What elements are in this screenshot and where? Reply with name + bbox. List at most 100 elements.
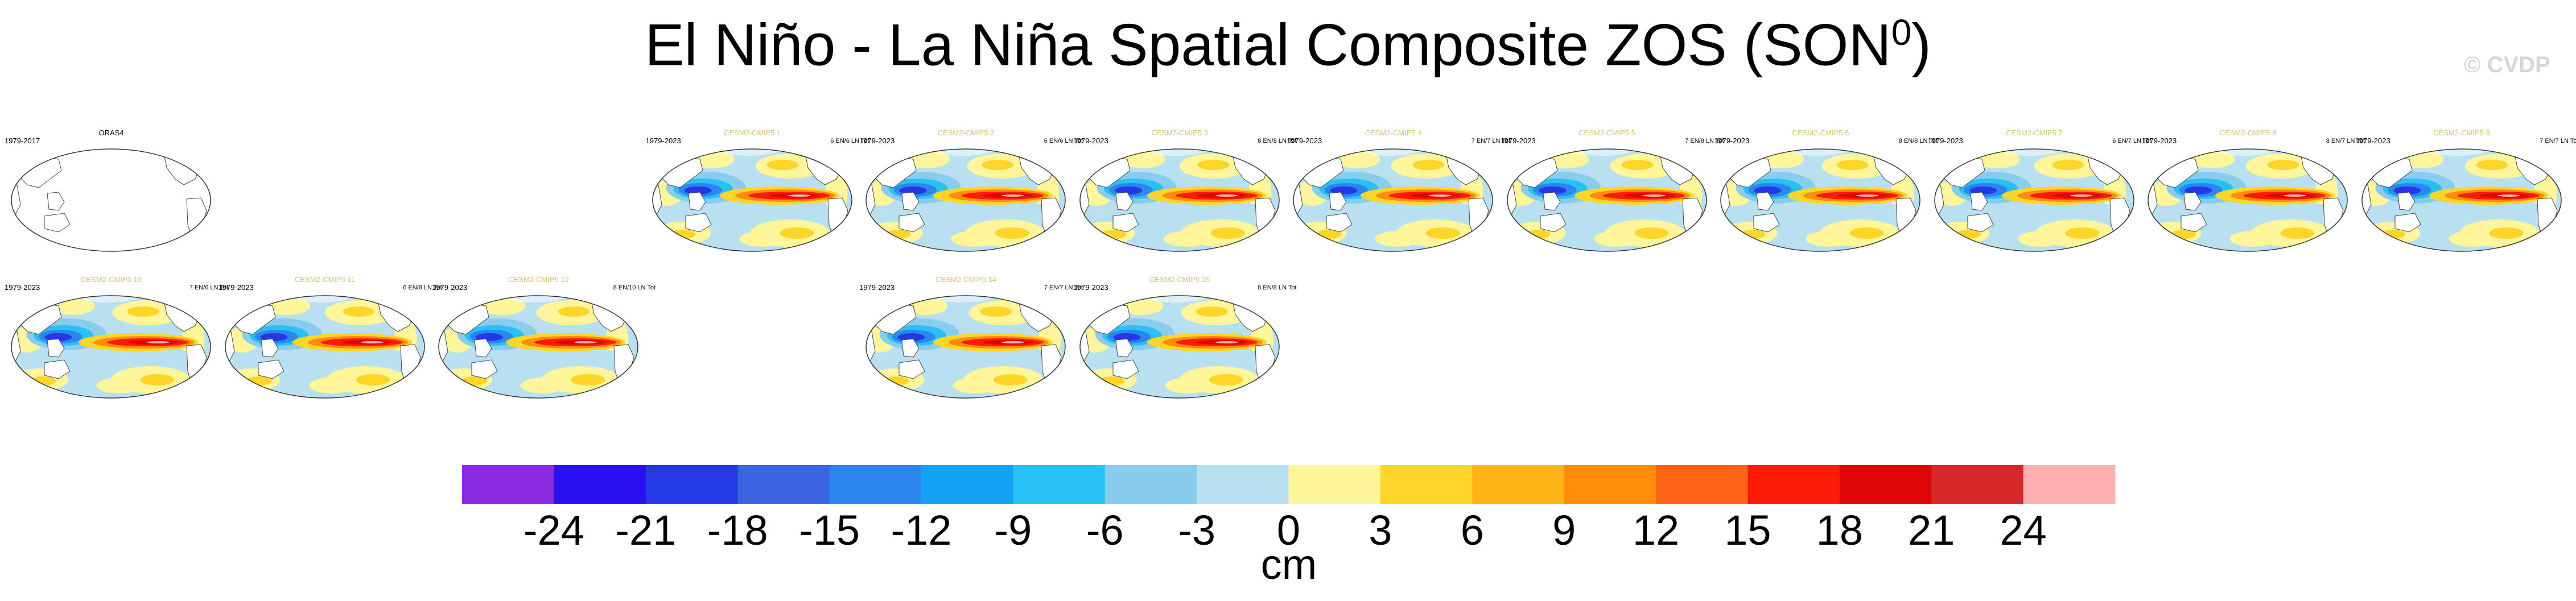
panel-period: 1979-2023 xyxy=(2355,136,2390,145)
colorbar-tick-label: -12 xyxy=(891,507,952,554)
panel-name: CESM2-CMIP5 6 xyxy=(1792,129,1849,137)
colorbar-segment-11 xyxy=(1472,465,1565,504)
colorbar-tick-label: 18 xyxy=(1816,507,1863,554)
map-panel-plot xyxy=(1934,148,2134,252)
colorbar-segment-10 xyxy=(1380,465,1473,504)
map-panel: 1979-2017 ORAS4 xyxy=(5,125,218,264)
colorbar-tick-label: 0 xyxy=(1276,507,1301,554)
colorbar-tick-label: -21 xyxy=(615,507,677,554)
panel-period: 1979-2023 xyxy=(2141,136,2177,145)
panel-event-count: 6 EN/7 LN Tot xyxy=(2112,138,2152,144)
colorbar-tick-label: 24 xyxy=(2000,507,2047,554)
map-panel: 1979-2023 CESM2-CMIP5 5 7 EN/8 LN Tot xyxy=(1500,125,1724,264)
panel-period: 1979-2023 xyxy=(432,283,468,292)
panel-period: 1979-2017 xyxy=(5,136,40,145)
map-panel: 1979-2023 CESM2-CMIP5 12 8 EN/10 LN Tot xyxy=(432,272,656,411)
map-panel-plot xyxy=(652,148,852,252)
map-panel: 1979-2023 CESM2-CMIP5 10 7 EN/6 LN Tot xyxy=(5,272,228,411)
map-panel-plot xyxy=(865,295,1066,399)
map-panel: 1979-2023 CESM2-CMIP5 14 7 EN/7 LN Tot xyxy=(859,272,1083,411)
panel-period: 1979-2023 xyxy=(1500,136,1536,145)
colorbar-segment-17 xyxy=(2023,465,2116,504)
colorbar-segment-13 xyxy=(1656,465,1748,504)
panel-event-count: 7 EN/7 LN Tot xyxy=(2540,138,2576,144)
chart-title: El Niño - La Niña Spatial Composite ZOS … xyxy=(0,11,2576,80)
map-panel-plot xyxy=(224,295,425,399)
chart-title-superscript: 0 xyxy=(1891,12,1912,53)
panel-event-count: 7 EN/7 LN Tot xyxy=(1471,138,1510,144)
colorbar-units: cm xyxy=(1260,541,1317,588)
map-panel: 1979-2023 CESM2-CMIP5 6 8 EN/8 LN Tot xyxy=(1714,125,1938,264)
map-panel: 1979-2023 CESM2-CMIP5 9 7 EN/7 LN Tot xyxy=(2355,125,2576,264)
colorbar-tick-label: 15 xyxy=(1724,507,1771,554)
panel-period: 1979-2023 xyxy=(1073,283,1108,292)
colorbar-segment-9 xyxy=(1288,465,1381,504)
colorbar-segment-2 xyxy=(645,465,738,504)
panel-name: CESM2-CMIP5 4 xyxy=(1365,129,1422,137)
colorbar-tick-label: -9 xyxy=(994,507,1032,554)
colorbar-tick-label: -24 xyxy=(523,507,584,554)
panel-period: 1979-2023 xyxy=(1287,136,1322,145)
colorbar-segment-12 xyxy=(1564,465,1656,504)
map-panel-plot xyxy=(11,148,211,252)
panel-event-count: 7 EN/8 LN Tot xyxy=(1685,138,1724,144)
panel-period: 1979-2023 xyxy=(1927,136,1963,145)
panel-name: CESM2-CMIP5 5 xyxy=(1578,129,1635,137)
panel-name: CESM2-CMIP5 11 xyxy=(295,275,355,284)
panel-name: CESM2-CMIP5 10 xyxy=(81,275,142,284)
panel-name: CESM2-CMIP5 2 xyxy=(937,129,995,137)
colorbar-segment-15 xyxy=(1839,465,1932,504)
panel-event-count: 6 EN/6 LN Tot xyxy=(1044,138,1083,144)
map-panel: 1979-2023 CESM2-CMIP5 2 6 EN/6 LN Tot xyxy=(859,125,1083,264)
colorbar-tick-label: -3 xyxy=(1178,507,1216,554)
colorbar-segment-16 xyxy=(1931,465,2024,504)
panel-event-count: 8 EN/8 LN Tot xyxy=(1898,138,1938,144)
panel-name: CESM2-CMIP5 7 xyxy=(2006,129,2063,137)
panel-name: CESM2-CMIP5 12 xyxy=(508,275,569,284)
colorbar-tick-label: 9 xyxy=(1552,507,1576,554)
colorbar-tick-label: -18 xyxy=(707,507,768,554)
panel-period: 1979-2023 xyxy=(218,283,254,292)
colorbar-segment-0 xyxy=(462,465,554,504)
map-panel-plot xyxy=(11,295,211,399)
panel-name: CESM2-CMIP5 8 xyxy=(2219,129,2277,137)
panel-name: CESM2-CMIP5 3 xyxy=(1151,129,1208,137)
colorbar-segment-7 xyxy=(1104,465,1197,504)
panel-event-count: 6 EN/6 LN Tot xyxy=(830,138,869,144)
map-panel: 1979-2023 CESM2-CMIP5 15 8 EN/8 LN Tot xyxy=(1073,272,1297,411)
colorbar-segment-8 xyxy=(1197,465,1289,504)
map-panel-plot xyxy=(2148,148,2348,252)
panel-name: CESM2-CMIP5 15 xyxy=(1149,275,1210,284)
panel-period: 1979-2023 xyxy=(5,283,40,292)
panel-event-count: 7 EN/7 LN Tot xyxy=(1044,284,1083,291)
panel-event-count: 7 EN/6 LN Tot xyxy=(189,284,228,291)
colorbar-segment-3 xyxy=(737,465,830,504)
map-panel: 1979-2023 CESM2-CMIP5 11 6 EN/8 LN Tot xyxy=(218,272,442,411)
map-panel-plot xyxy=(1079,148,1280,252)
map-panel: 1979-2023 CESM2-CMIP5 1 6 EN/6 LN Tot xyxy=(645,125,869,264)
map-panel-plot xyxy=(1506,148,1707,252)
colorbar-tick-label: 12 xyxy=(1632,507,1680,554)
panel-name: ORAS4 xyxy=(98,129,124,137)
colorbar-tick-label: -6 xyxy=(1086,507,1124,554)
cvdp-watermark: © CVDP xyxy=(2464,52,2550,77)
chart-title-close: ) xyxy=(1911,12,1931,78)
colorbar-segment-4 xyxy=(829,465,922,504)
panel-event-count: 8 EN/10 LN Tot xyxy=(613,284,656,291)
map-panel: 1979-2023 CESM2-CMIP5 7 6 EN/7 LN Tot xyxy=(1927,125,2152,264)
colorbar-segment-6 xyxy=(1013,465,1106,504)
panel-period: 1979-2023 xyxy=(645,136,681,145)
colorbar-tick-label: 3 xyxy=(1369,507,1392,554)
map-panel: 1979-2023 CESM2-CMIP5 3 8 EN/8 LN Tot xyxy=(1073,125,1297,264)
panel-event-count: 8 EN/8 LN Tot xyxy=(1258,138,1297,144)
panel-event-count: 8 EN/8 LN Tot xyxy=(1258,284,1297,291)
map-panel-plot xyxy=(1079,295,1280,399)
colorbar-segment-5 xyxy=(921,465,1013,504)
chart-title-text: El Niño - La Niña Spatial Composite ZOS … xyxy=(645,12,1891,78)
map-panel: 1979-2023 CESM2-CMIP5 8 8 EN/7 LN Tot xyxy=(2141,125,2365,264)
panel-event-count: 8 EN/7 LN Tot xyxy=(2326,138,2365,144)
map-panel-plot xyxy=(438,295,638,399)
colorbar-tick-label: 21 xyxy=(1908,507,1955,554)
map-panel-plot xyxy=(1720,148,1920,252)
